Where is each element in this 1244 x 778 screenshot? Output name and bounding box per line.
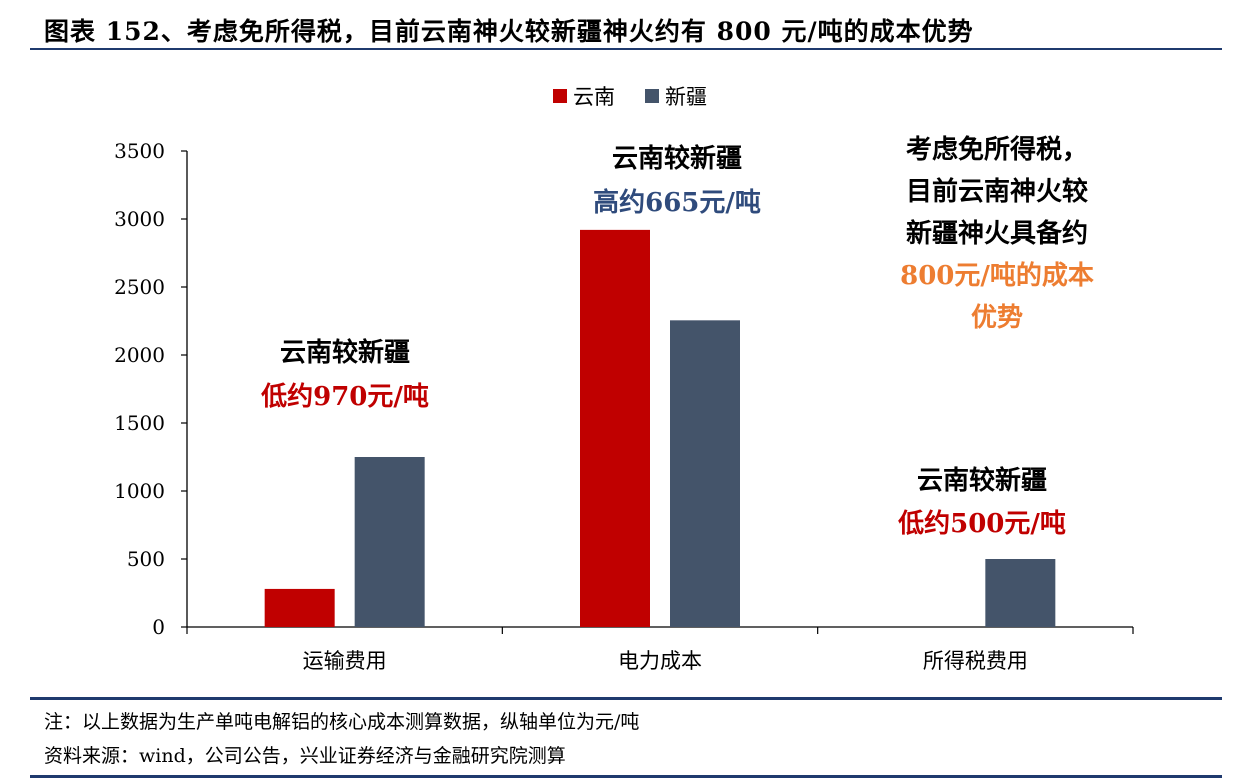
y-tick-label: 1000	[114, 479, 165, 503]
bottom-divider	[30, 775, 1222, 778]
chart-source: 资料来源：wind，公司公告，兴业证券经济与金融研究院测算	[44, 745, 566, 767]
annotation-line: 800元/吨的成本	[900, 260, 1094, 291]
legend-label: 新疆	[665, 85, 707, 109]
x-tick-label: 所得税费用	[923, 649, 1028, 673]
annotation-line: 目前云南神火较	[906, 176, 1088, 207]
annotation-line: 高约665元/吨	[593, 187, 761, 218]
annotation-line: 新疆神火具备约	[906, 218, 1088, 249]
title-divider	[30, 48, 1222, 50]
bar-新疆-电力成本	[670, 320, 740, 627]
bar-云南-电力成本	[580, 229, 650, 627]
annotation-line: 云南较新疆	[612, 143, 742, 174]
x-tick-label: 运输费用	[303, 649, 387, 673]
figure-title: 图表 152、考虑免所得税，目前云南神火较新疆神火约有 800 元/吨的成本优势	[44, 17, 974, 46]
bar-chart: 0 500 1000 1500 2000 2500 3000 3500 运输费用 电力成本 所得税费…	[114, 85, 1134, 673]
y-tick-label: 3000	[114, 207, 165, 231]
y-tick-label: 3500	[114, 139, 165, 163]
annotation-line: 优势	[971, 303, 1023, 333]
y-tick-label: 500	[127, 547, 165, 571]
annotation-line: 考虑免所得税，	[906, 134, 1088, 165]
bar-新疆-运输费用	[354, 457, 425, 627]
y-tick-label: 2000	[114, 343, 165, 367]
annotation-line: 云南较新疆	[280, 337, 410, 368]
legend-label: 云南	[573, 85, 615, 109]
y-tick-label: 1500	[114, 411, 165, 435]
annotation-line: 云南较新疆	[917, 465, 1047, 496]
y-tick-label: 0	[152, 615, 165, 639]
legend-swatch-新疆	[645, 89, 659, 103]
footer-divider	[30, 697, 1222, 700]
annotation-line: 低约500元/吨	[897, 508, 1066, 539]
annotation-line: 低约970元/吨	[260, 381, 429, 412]
bar-云南-运输费用	[264, 588, 335, 627]
x-tick-label: 电力成本	[618, 649, 702, 673]
legend-swatch-云南	[553, 89, 567, 103]
y-tick-label: 2500	[114, 275, 165, 299]
bar-新疆-所得税费用	[985, 559, 1056, 627]
chart-note: 注：以上数据为生产单吨电解铝的核心成本测算数据，纵轴单位为元/吨	[44, 711, 640, 733]
